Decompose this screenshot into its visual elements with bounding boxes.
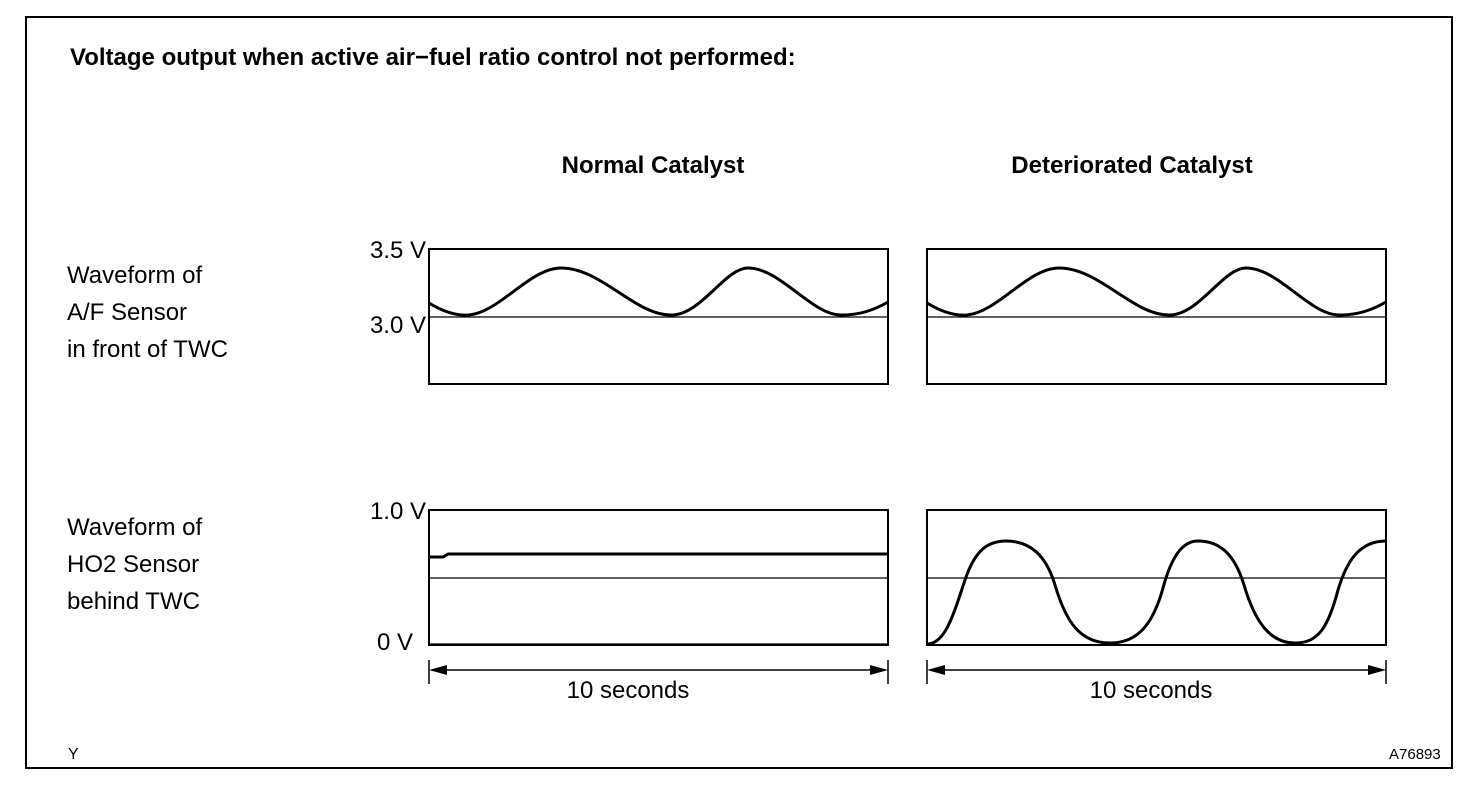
ho2-sensor-normal-panel <box>428 509 889 646</box>
row-label-line: A/F Sensor <box>67 299 188 326</box>
time-span-arrow-deteriorated <box>926 660 1387 684</box>
column-header-deteriorated-catalyst: Deteriorated Catalyst <box>1011 152 1253 179</box>
voltage-label-3-5v: 3.5 V <box>369 237 426 264</box>
ho2-sensor-waveform-deteriorated <box>926 539 1387 646</box>
ho2-sensor-waveform-normal <box>429 552 888 559</box>
figure-id: A76893 <box>1389 746 1441 763</box>
time-span-label-deteriorated: 10 seconds <box>1089 677 1213 704</box>
row-label-line: in front of TWC <box>67 336 228 363</box>
column-header-normal-catalyst: Normal Catalyst <box>561 152 745 179</box>
row-label-line: HO2 Sensor <box>67 551 200 578</box>
row-label-line: Waveform of <box>67 262 203 289</box>
voltage-label-0v: 0 V <box>376 629 413 656</box>
af-sensor-normal-panel <box>428 248 889 385</box>
af-sensor-waveform-normal <box>428 266 889 317</box>
diagram-title: Voltage output when active air−fuel rati… <box>70 44 796 71</box>
row-label-line: Waveform of <box>67 514 203 541</box>
footer-code: Y <box>68 746 79 763</box>
row-label-ho2-sensor: Waveform of HO2 Sensor behind TWC <box>67 509 202 620</box>
af-sensor-waveform-deteriorated <box>926 266 1387 317</box>
row-label-line: behind TWC <box>67 588 200 615</box>
time-span-arrow-normal <box>428 660 889 684</box>
diagram-frame <box>25 16 1453 769</box>
row-label-af-sensor: Waveform of A/F Sensor in front of TWC <box>67 257 228 368</box>
voltage-label-1-0v: 1.0 V <box>369 498 426 525</box>
ho2-sensor-deteriorated-panel <box>926 509 1387 646</box>
time-span-label-normal: 10 seconds <box>566 677 690 704</box>
af-sensor-deteriorated-panel <box>926 248 1387 385</box>
voltage-label-3-0v: 3.0 V <box>369 312 426 339</box>
